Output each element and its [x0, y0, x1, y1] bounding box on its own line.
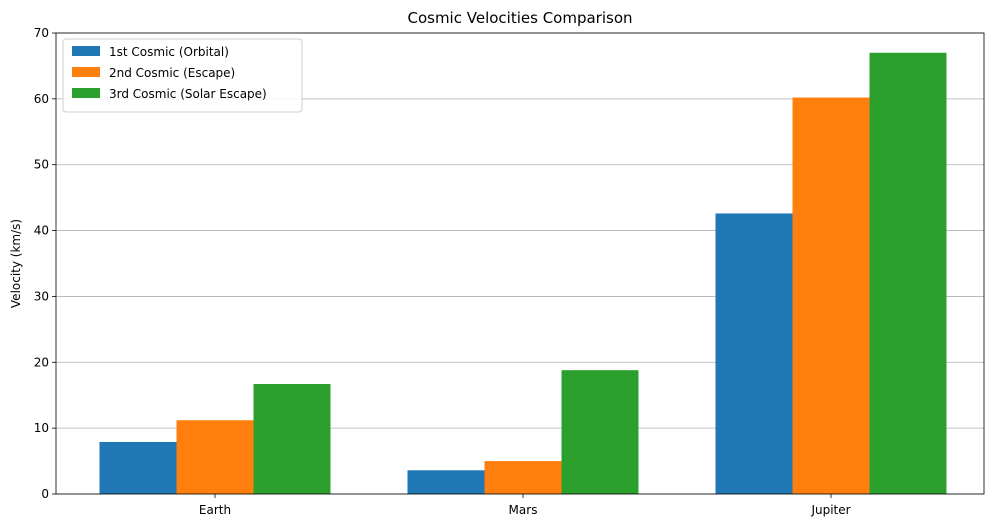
x-tick-label: Jupiter	[810, 503, 850, 517]
legend-label: 3rd Cosmic (Solar Escape)	[109, 87, 267, 101]
legend-label: 2nd Cosmic (Escape)	[109, 66, 235, 80]
bar-earth-series-2	[176, 420, 254, 494]
legend: 1st Cosmic (Orbital) 2nd Cosmic (Escape) 3…	[62, 38, 303, 113]
bar-mars-series-3	[561, 370, 639, 494]
bar-jupiter-series-1	[715, 213, 793, 494]
legend-swatch	[72, 67, 100, 77]
legend-label: 1st Cosmic (Orbital)	[109, 45, 229, 59]
y-tick-label: 30	[34, 289, 49, 303]
y-tick-label: 0	[41, 487, 49, 501]
plot-frame	[55, 32, 985, 495]
legend-box	[62, 38, 303, 113]
bar-mars-series-2	[484, 461, 562, 494]
y-tick-label: 10	[34, 421, 49, 435]
chart-title: Cosmic Velocities Comparison	[407, 9, 632, 27]
bar-earth-series-3	[253, 384, 331, 494]
tick-labels: 0 10 20 30 40 50 60 70 Earth Mars Jupiter	[34, 26, 851, 517]
y-tick-label: 20	[34, 355, 49, 369]
y-tick-label: 50	[34, 158, 49, 172]
x-tick-label: Earth	[199, 503, 231, 517]
bar-mars-series-1	[407, 470, 485, 494]
bars	[99, 52, 947, 494]
y-tick-label: 40	[34, 224, 49, 238]
x-tick-label: Mars	[509, 503, 538, 517]
y-tick-label: 70	[34, 26, 49, 40]
y-axis-label: Velocity (km/s)	[9, 219, 23, 308]
y-tick-label: 60	[34, 92, 49, 106]
axes	[52, 32, 985, 498]
legend-swatch	[72, 88, 100, 98]
bar-jupiter-series-2	[792, 97, 870, 494]
legend-swatch	[72, 46, 100, 56]
bar-earth-series-1	[99, 441, 177, 494]
bar-jupiter-series-3	[869, 52, 947, 494]
